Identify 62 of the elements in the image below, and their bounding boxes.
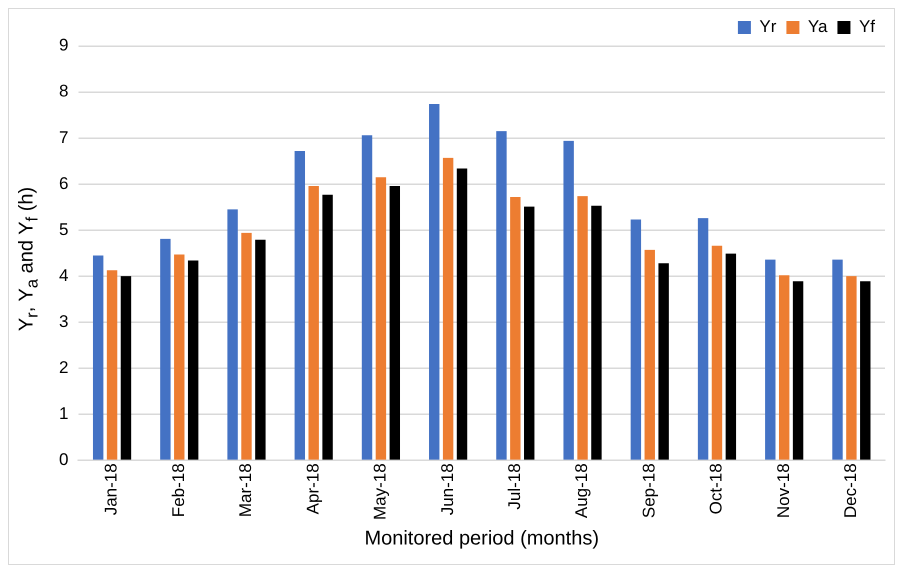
bar bbox=[429, 104, 440, 460]
y-tick-label: 7 bbox=[58, 128, 68, 147]
y-tick-label: 2 bbox=[58, 358, 68, 377]
x-tick-label: Aug-18 bbox=[572, 463, 592, 518]
bar bbox=[241, 232, 252, 460]
bar bbox=[120, 276, 132, 460]
bar bbox=[846, 276, 857, 460]
x-tick-label: Apr-18 bbox=[303, 463, 322, 514]
bar bbox=[726, 254, 736, 460]
x-tick-label: Nov-18 bbox=[774, 463, 793, 518]
y-tick-label: 0 bbox=[58, 450, 68, 469]
bar bbox=[524, 206, 534, 460]
legend-label: Yr bbox=[759, 17, 777, 36]
bar bbox=[174, 254, 184, 460]
bar bbox=[496, 131, 507, 460]
bar bbox=[778, 275, 790, 460]
bar bbox=[563, 140, 574, 460]
bar bbox=[591, 206, 602, 460]
bar bbox=[227, 209, 238, 460]
bar bbox=[792, 281, 804, 460]
x-tick-label: Jun-18 bbox=[438, 463, 457, 516]
bar bbox=[630, 220, 642, 460]
y-tick-label: 6 bbox=[58, 174, 68, 193]
bar bbox=[860, 281, 870, 460]
bar bbox=[322, 194, 333, 460]
x-tick-label: Oct-18 bbox=[706, 463, 726, 514]
bar bbox=[510, 196, 521, 460]
x-tick-label: Mar-18 bbox=[236, 463, 256, 518]
bar bbox=[577, 196, 588, 460]
bar bbox=[390, 186, 400, 460]
y-tick-label: 4 bbox=[58, 266, 68, 285]
bar bbox=[765, 260, 776, 460]
x-axis-title: Monitored period (months) bbox=[364, 528, 600, 550]
y-tick-label: 8 bbox=[58, 82, 68, 101]
bar bbox=[376, 177, 386, 460]
x-tick-label: Jan-18 bbox=[102, 463, 121, 516]
legend-label: Ya bbox=[808, 17, 828, 36]
bar bbox=[160, 238, 171, 460]
y-tick-label: 3 bbox=[58, 312, 68, 331]
bar bbox=[832, 260, 843, 460]
y-tick-label: 9 bbox=[58, 36, 68, 55]
bar bbox=[698, 218, 708, 460]
bar bbox=[106, 270, 118, 460]
bar bbox=[442, 158, 454, 460]
bar bbox=[255, 240, 266, 460]
bar bbox=[456, 168, 468, 460]
bar bbox=[294, 150, 306, 460]
bar bbox=[658, 263, 669, 460]
bar bbox=[712, 246, 722, 460]
bar bbox=[362, 135, 372, 460]
x-tick-label: Jul-18 bbox=[505, 463, 524, 510]
x-tick-label: May-18 bbox=[370, 463, 390, 520]
x-tick-label: Sep-18 bbox=[639, 463, 658, 518]
bar bbox=[308, 186, 319, 460]
y-tick-label: 1 bbox=[58, 404, 68, 423]
bar bbox=[644, 250, 655, 460]
y-tick-label: 5 bbox=[58, 220, 68, 239]
x-tick-label: Feb-18 bbox=[168, 463, 188, 518]
x-tick-label: Dec-18 bbox=[841, 463, 860, 518]
bar bbox=[92, 255, 104, 460]
bar bbox=[188, 260, 198, 460]
legend-label: Yf bbox=[858, 17, 876, 36]
